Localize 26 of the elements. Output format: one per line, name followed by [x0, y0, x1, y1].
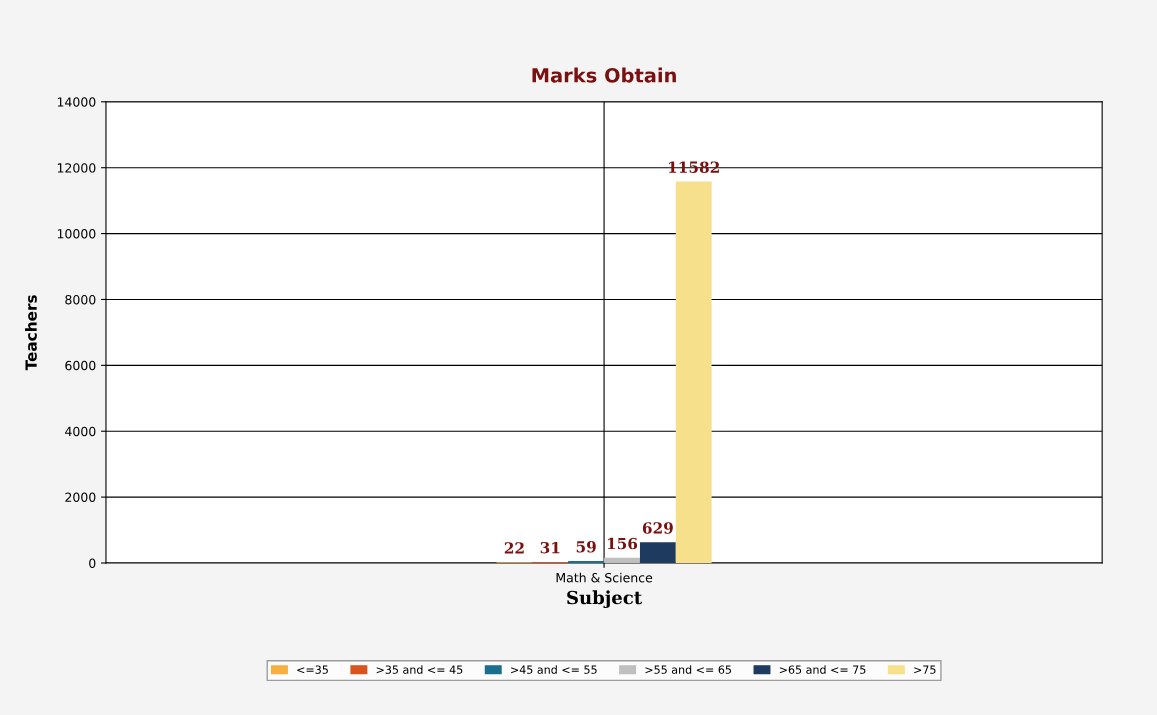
y-tick-label: 4000 [65, 426, 96, 437]
y-tick-label: 14000 [57, 97, 96, 107]
bar [604, 557, 640, 563]
data-label: 156 [607, 537, 638, 550]
chart-title: Marks Obtain [532, 67, 676, 83]
data-label: 59 [576, 540, 596, 553]
y-axis-title: Teachers [25, 295, 37, 371]
legend-label: >45 and <= 55 [511, 665, 597, 674]
x-axis-title: Subject [567, 590, 643, 609]
legend-label: >35 and <= 45 [376, 665, 463, 674]
y-tick-label: 0 [89, 558, 96, 568]
y-tick-label: 10000 [57, 229, 96, 239]
legend-label: >75 [914, 665, 936, 674]
y-tick-label: 6000 [65, 360, 96, 371]
legend-label: >55 and <= 65 [645, 665, 732, 674]
legend-label: >65 and <= 75 [779, 665, 866, 674]
bar [675, 181, 712, 563]
bar [639, 542, 676, 563]
x-tick-label: Math & Science [556, 572, 653, 583]
data-label: 629 [642, 522, 673, 534]
y-tick-label: 12000 [57, 163, 96, 173]
data-label: 31 [540, 541, 560, 554]
y-tick-label: 2000 [65, 492, 96, 503]
legend-label: <=35 [297, 665, 328, 674]
data-label: 22 [504, 542, 524, 554]
y-tick-label: 8000 [65, 294, 96, 305]
